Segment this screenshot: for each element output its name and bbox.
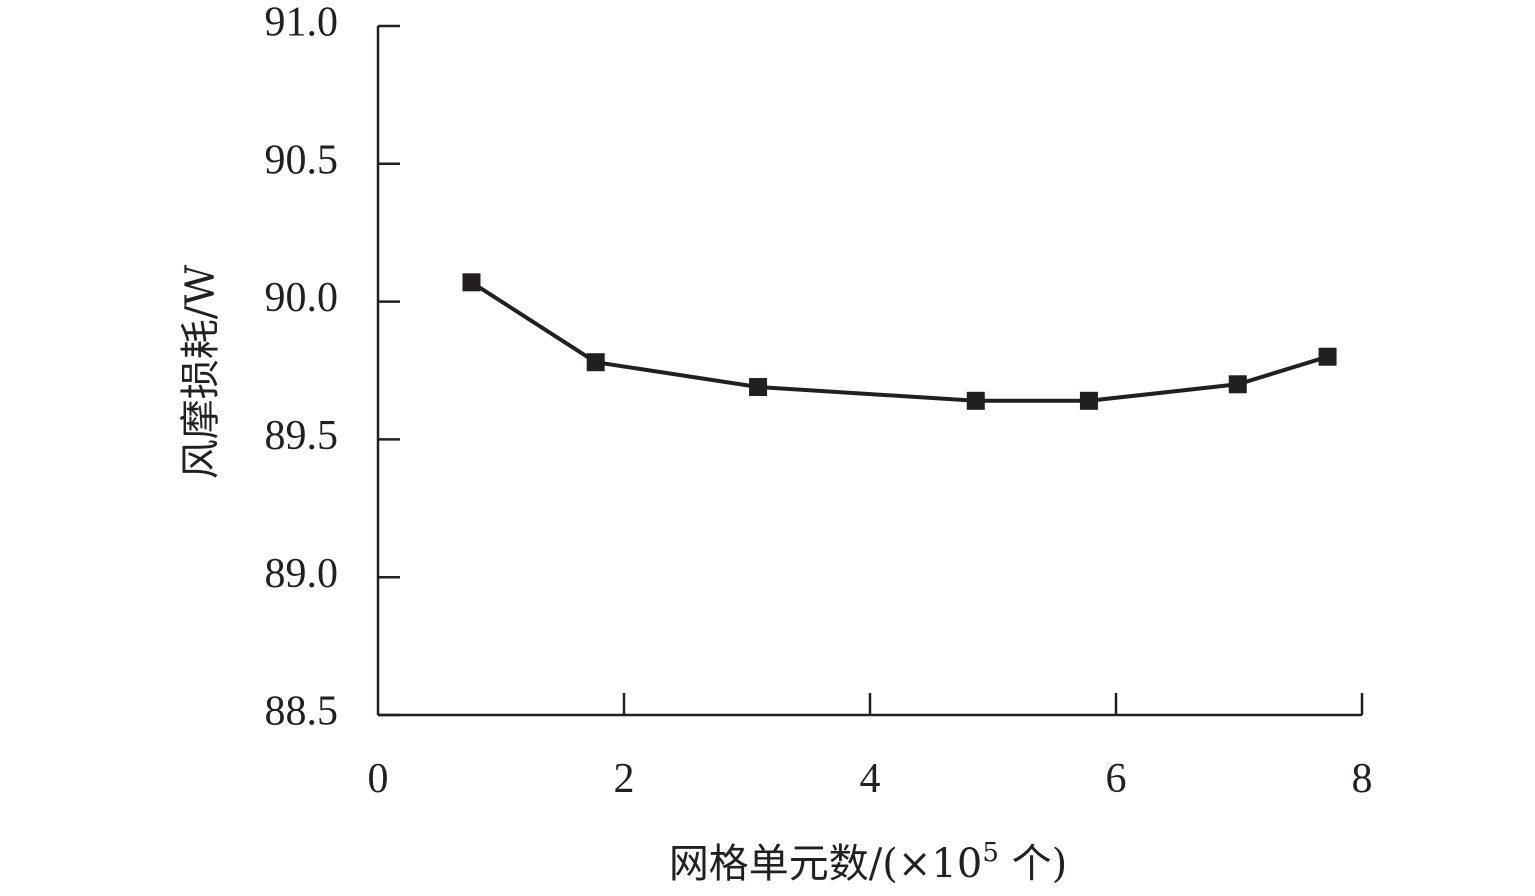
data-point-marker <box>966 391 985 410</box>
y-tick-label: 91.0 <box>265 0 339 46</box>
y-tick-label: 88.5 <box>265 689 339 735</box>
y-tick-label: 90.5 <box>265 137 339 183</box>
data-point-marker <box>749 378 768 397</box>
x-axis-title-sup: 5 <box>982 838 999 868</box>
y-tick-label: 90.0 <box>265 275 339 321</box>
data-point-marker <box>1228 375 1247 394</box>
x-tick-label: 6 <box>1106 756 1127 802</box>
x-tick-label: 4 <box>860 756 881 802</box>
x-tick-label: 2 <box>614 756 635 802</box>
data-point-marker <box>586 353 605 372</box>
x-axis-title: 网格单元数/(×105 个) <box>669 838 1067 887</box>
series-line <box>470 280 1329 403</box>
y-tick-label: 89.5 <box>265 413 339 459</box>
x-tick-label: 8 <box>1352 756 1373 802</box>
data-point-marker <box>1079 391 1098 410</box>
y-tick-label: 89.0 <box>265 551 339 597</box>
axes <box>376 26 1362 717</box>
y-ticks: 88.5 89.0 89.5 90.0 90.5 91.0 <box>265 0 400 735</box>
x-axis-title-main: 网格单元数/(×10 <box>669 841 983 887</box>
y-axis-title: 风摩损耗/W <box>178 265 224 480</box>
x-tick-label: 0 <box>368 756 389 802</box>
x-ticks: 0 2 4 6 8 <box>368 693 1373 802</box>
series-group <box>462 273 1337 410</box>
data-point-marker <box>1318 347 1337 366</box>
data-point-marker <box>462 273 481 292</box>
x-axis-title-tail: 个) <box>999 841 1067 887</box>
